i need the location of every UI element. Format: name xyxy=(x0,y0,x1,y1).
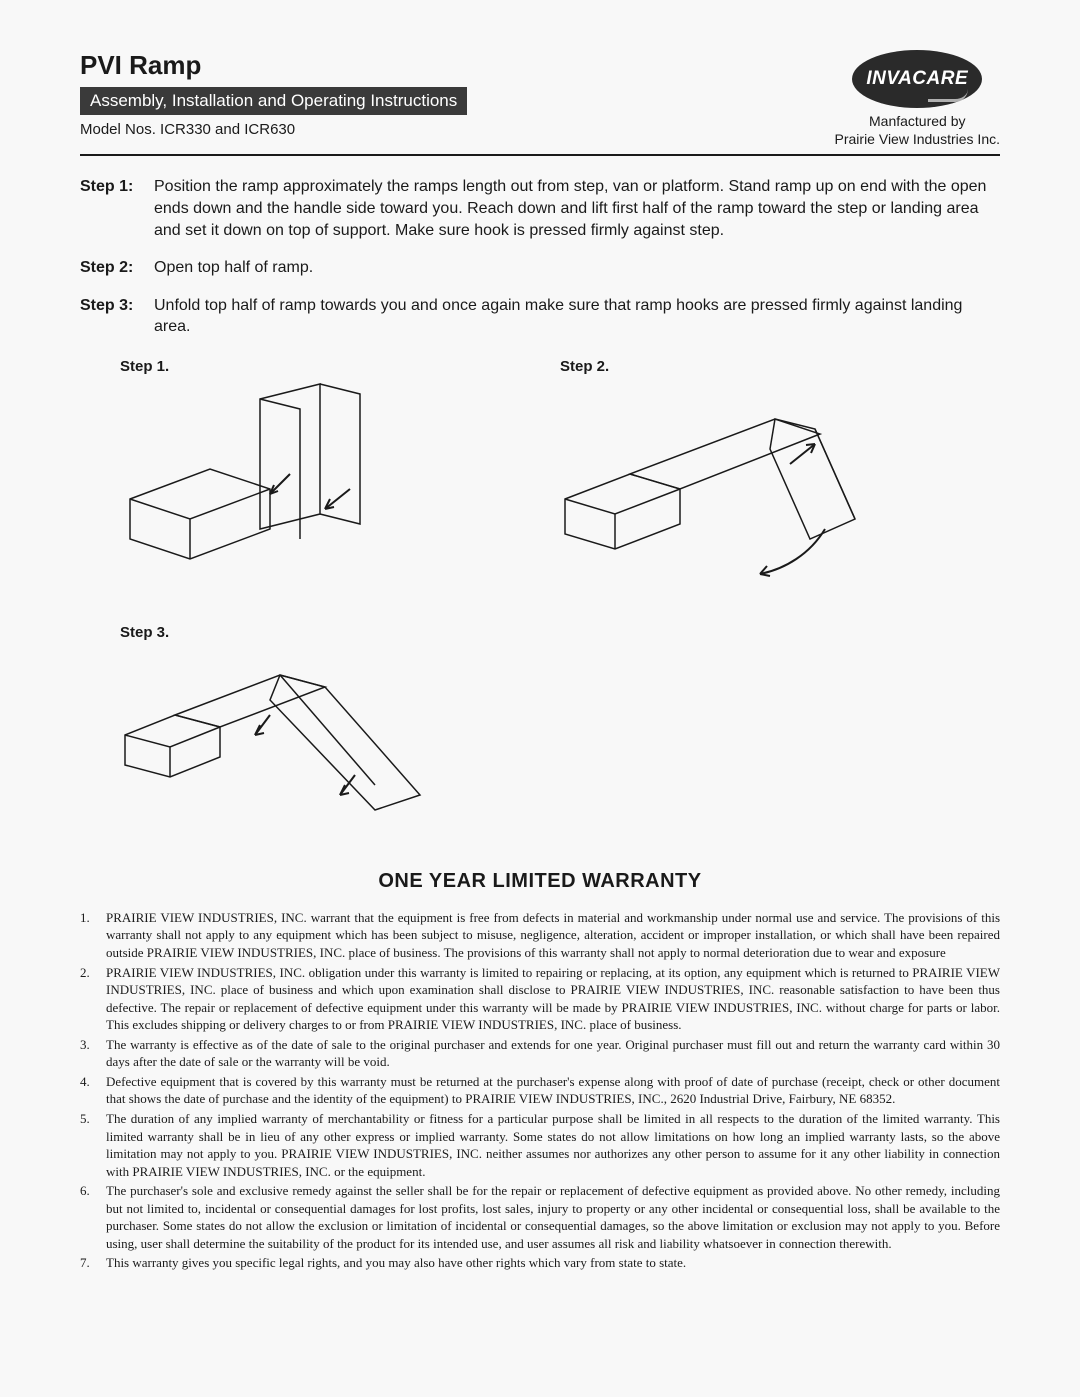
step-label: Step 2: xyxy=(80,257,148,279)
warranty-item: The purchaser's sole and exclusive remed… xyxy=(80,1182,1000,1252)
product-title: PVI Ramp xyxy=(80,50,835,81)
steps-section: Step 1: Position the ramp approximately … xyxy=(80,176,1000,338)
header-left: PVI Ramp Assembly, Installation and Oper… xyxy=(80,50,835,138)
warranty-item: PRAIRIE VIEW INDUSTRIES, INC. obligation… xyxy=(80,964,1000,1034)
step-1: Step 1: Position the ramp approximately … xyxy=(80,176,1000,241)
diagrams-section: Step 1. Step 2. xyxy=(120,358,960,840)
invacare-logo: INVACARE xyxy=(852,50,982,108)
warranty-item: PRAIRIE VIEW INDUSTRIES, INC. warrant th… xyxy=(80,909,1000,962)
step-2: Step 2: Open top half of ramp. xyxy=(80,257,1000,279)
warranty-item: The duration of any implied warranty of … xyxy=(80,1110,1000,1180)
diagram-1: Step 1. xyxy=(120,358,520,604)
warranty-list: PRAIRIE VIEW INDUSTRIES, INC. warrant th… xyxy=(80,909,1000,1272)
step-label: Step 1: xyxy=(80,176,148,241)
diagram-label: Step 2. xyxy=(560,358,960,375)
warranty-title: ONE YEAR LIMITED WARRANTY xyxy=(80,870,1000,893)
step-text: Unfold top half of ramp towards you and … xyxy=(154,295,1000,338)
warranty-item: Defective equipment that is covered by t… xyxy=(80,1073,1000,1108)
ramp-diagram-step3-icon xyxy=(120,645,440,835)
step-text: Open top half of ramp. xyxy=(154,257,1000,279)
step-text: Position the ramp approximately the ramp… xyxy=(154,176,1000,241)
step-label: Step 3: xyxy=(80,295,148,338)
ramp-diagram-step1-icon xyxy=(120,379,440,579)
warranty-item: The warranty is effective as of the date… xyxy=(80,1036,1000,1071)
document-header: PVI Ramp Assembly, Installation and Oper… xyxy=(80,50,1000,156)
ramp-diagram-step2-icon xyxy=(560,379,880,599)
mfg-line-2: Prairie View Industries Inc. xyxy=(835,130,1000,148)
model-numbers: Model Nos. ICR330 and ICR630 xyxy=(80,121,835,138)
warranty-item: This warranty gives you specific legal r… xyxy=(80,1254,1000,1272)
diagram-label: Step 3. xyxy=(120,624,520,641)
header-right: INVACARE Manfactured by Prairie View Ind… xyxy=(835,50,1000,148)
diagram-empty xyxy=(560,624,960,840)
diagram-label: Step 1. xyxy=(120,358,520,375)
mfg-line-1: Manfactured by xyxy=(835,112,1000,130)
subtitle-bar: Assembly, Installation and Operating Ins… xyxy=(80,87,467,115)
step-3: Step 3: Unfold top half of ramp towards … xyxy=(80,295,1000,338)
diagram-3: Step 3. xyxy=(120,624,520,840)
diagram-2: Step 2. xyxy=(560,358,960,604)
